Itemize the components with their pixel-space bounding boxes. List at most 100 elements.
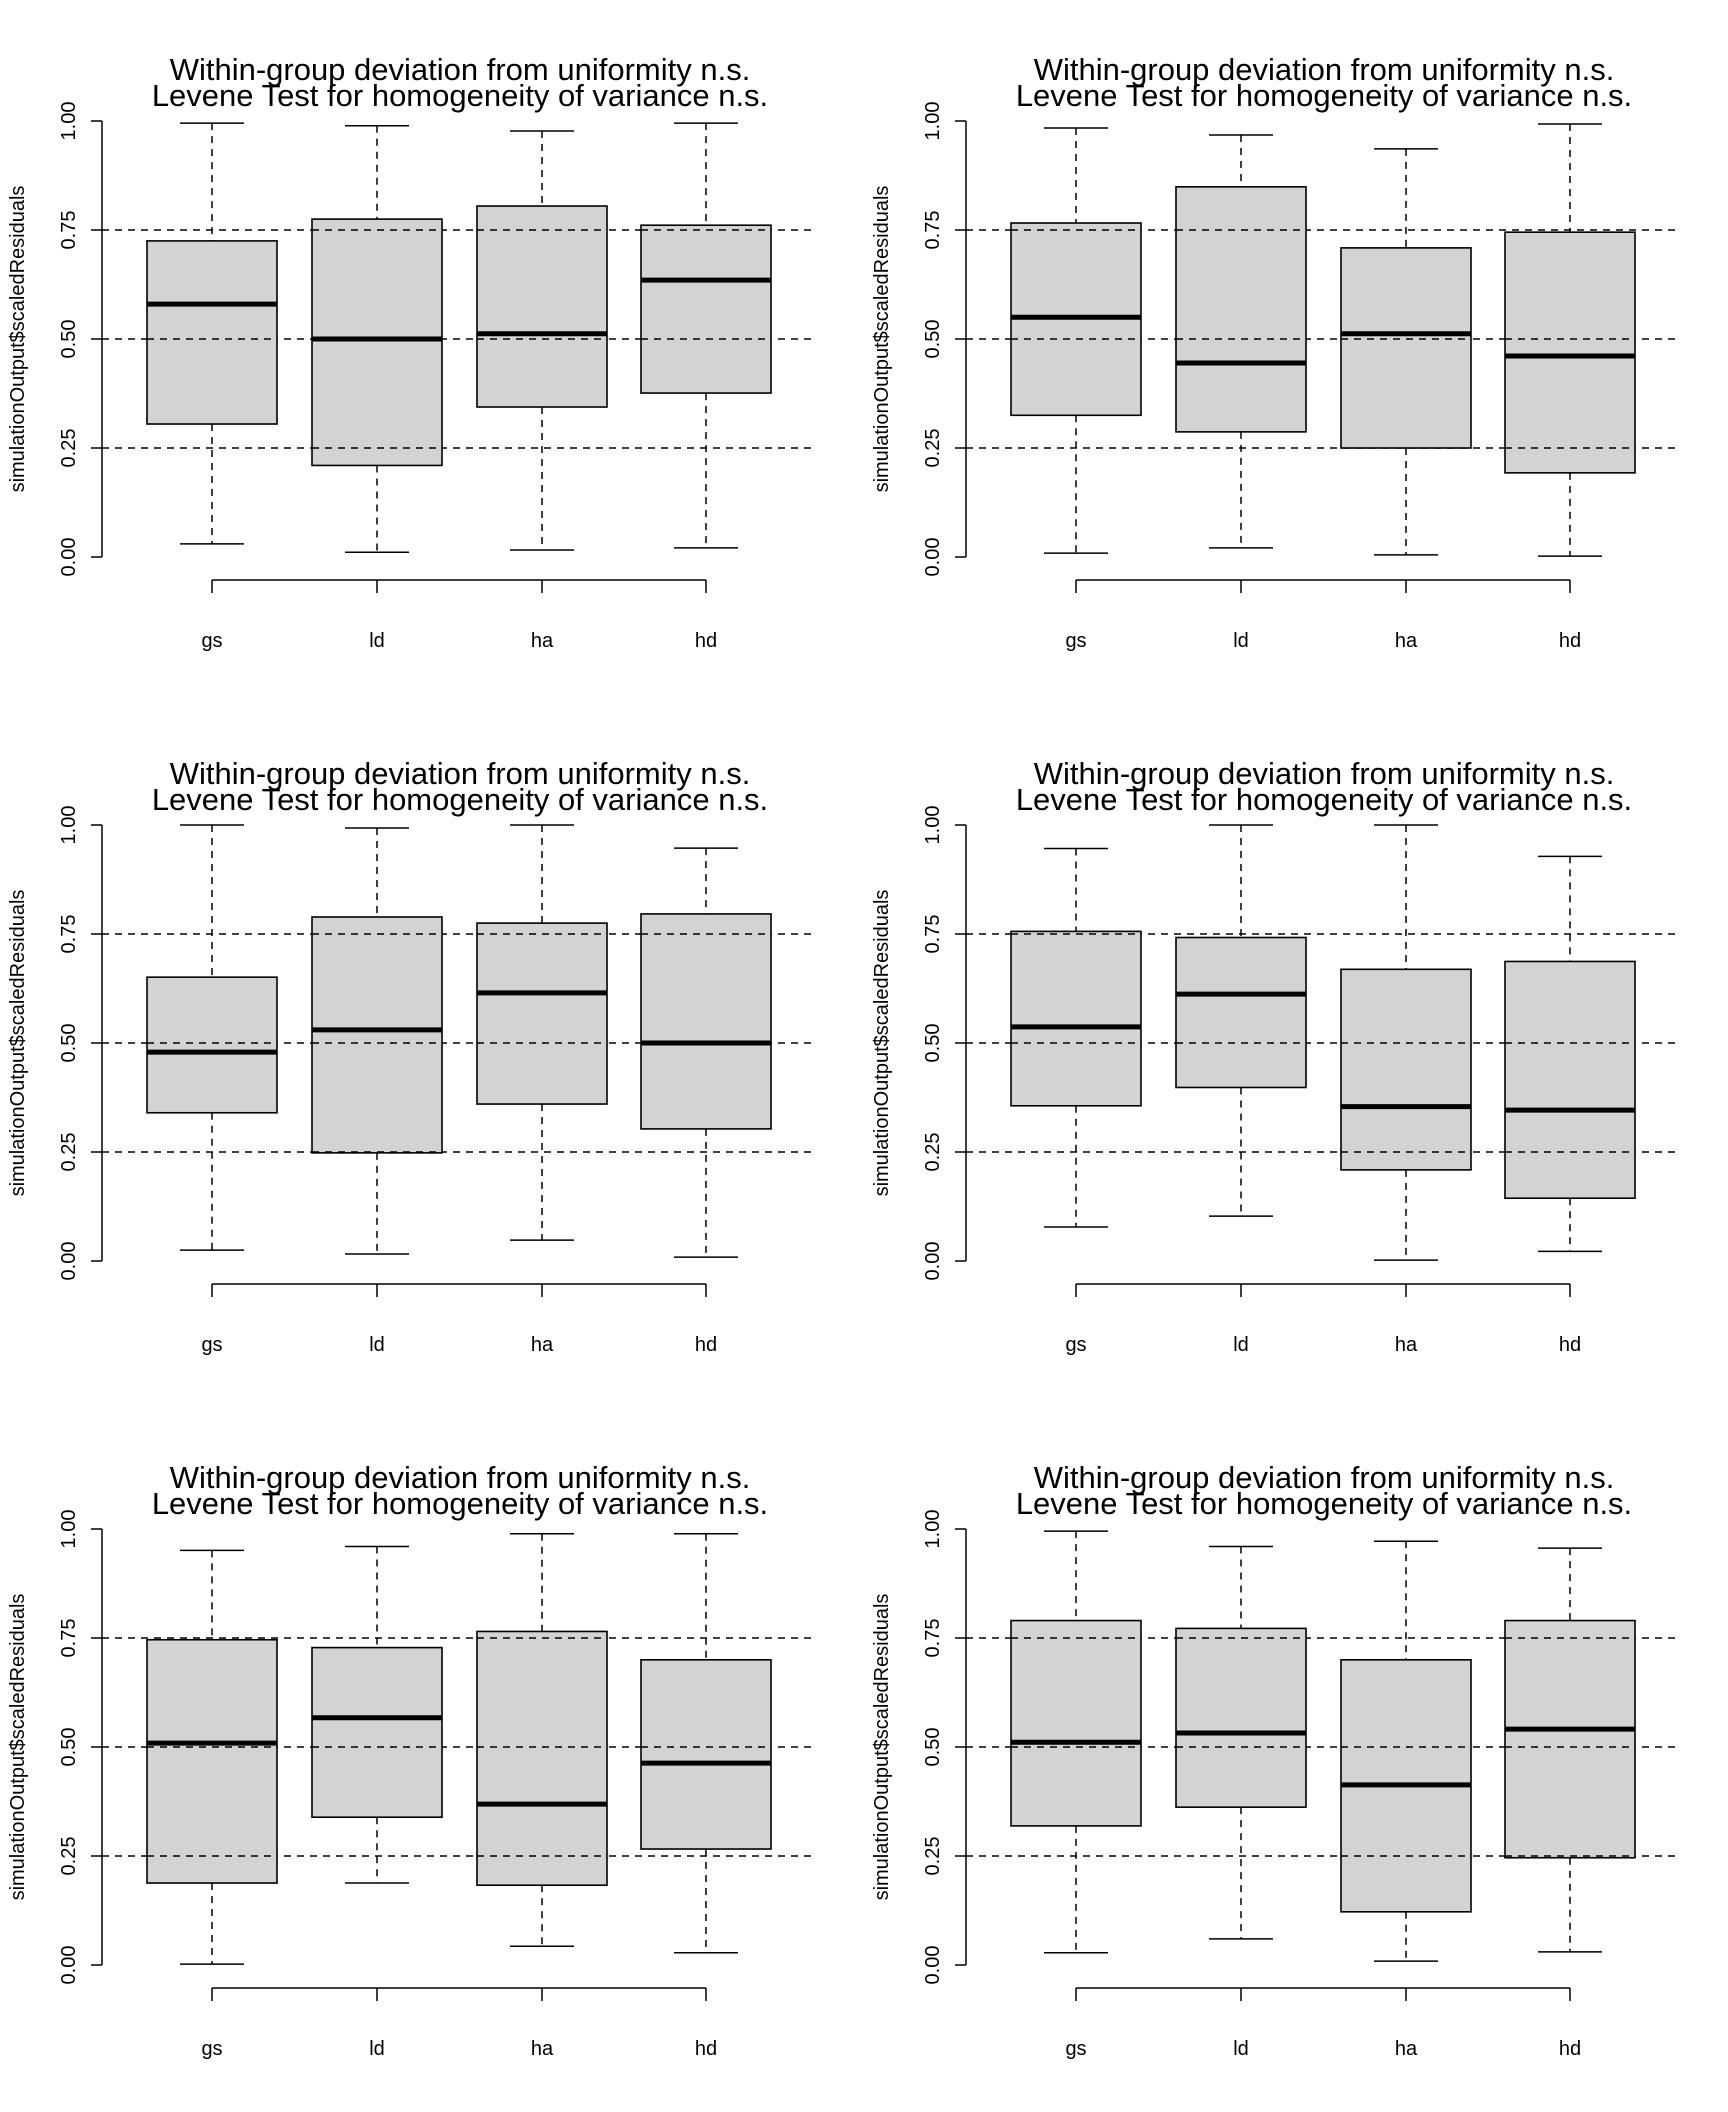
y-tick-label: 0.50 [922,1728,944,1767]
iqr-box [146,240,278,425]
chart-title-line-1: Within-group deviation from uniformity n… [170,52,751,87]
chart-title-line-1: Within-group deviation from uniformity n… [170,756,751,791]
box-ld [311,827,443,1255]
y-tick-label: 0.50 [58,1024,80,1063]
box-ld [1175,1545,1307,1940]
chart-title-line-2: Levene Test for homogeneity of variance … [152,1486,768,1521]
box-gs [1010,127,1142,554]
x-tick-label: ld [1233,630,1249,652]
chart-title-line-2: Levene Test for homogeneity of variance … [152,782,768,817]
chart-title-line-2: Levene Test for homogeneity of variance … [1016,78,1632,113]
boxplot-svg: Within-group deviation from uniformity n… [7,52,812,652]
y-tick-label: 0.00 [922,1946,944,1985]
box-ha [1340,824,1472,1261]
box-gs [146,824,278,1251]
y-tick-label: 1.00 [922,102,944,141]
x-tick-label: ha [531,1334,554,1356]
x-tick-label: gs [1065,1334,1086,1356]
y-axis-label: simulationOutput$scaledResiduals [871,890,893,1197]
y-tick-label: 0.25 [922,429,944,468]
box-ha [1340,148,1472,556]
iqr-box [640,913,772,1130]
y-tick-label: 0.25 [58,1133,80,1172]
iqr-box [1010,930,1142,1107]
box-ld [1175,134,1307,549]
iqr-box [1010,1619,1142,1827]
chart-title-line-1: Within-group deviation from uniformity n… [1034,1460,1615,1495]
box-ld [311,1545,443,1884]
iqr-box [1504,1619,1636,1859]
boxplot-panel-veg: Within-group deviation from uniformity n… [0,1408,864,2112]
box-hd [640,1533,772,1954]
y-tick-label: 1.00 [58,806,80,845]
y-tick-label: 0.75 [58,915,80,954]
box-ld [1175,824,1307,1217]
y-tick-label: 0.75 [922,915,944,954]
boxplot-svg: Within-group deviation from uniformity n… [871,52,1676,652]
x-tick-label: ha [531,2038,554,2060]
chart-title-line-2: Levene Test for homogeneity of variance … [1016,1486,1632,1521]
y-tick-label: 0.25 [922,1837,944,1876]
box-hd [1504,1547,1636,1953]
y-tick-label: 0.75 [58,211,80,250]
y-axis-label: simulationOutput$scaledResiduals [7,890,29,1197]
x-tick-label: ha [531,630,554,652]
boxplot-svg: Within-group deviation from uniformity n… [871,1460,1676,2060]
iqr-box [476,922,608,1105]
chart-title-line-2: Levene Test for homogeneity of variance … [152,78,768,113]
box-ld [311,125,443,553]
y-tick-label: 0.00 [58,538,80,577]
iqr-box [311,218,443,467]
box-ha [1340,1540,1472,1962]
x-tick-label: ld [1233,1334,1249,1356]
x-tick-label: ha [1395,2038,1418,2060]
iqr-box [1504,960,1636,1200]
x-tick-label: ld [1233,2038,1249,2060]
iqr-box [1504,231,1636,474]
x-tick-label: gs [201,1334,222,1356]
iqr-box [476,1630,608,1887]
x-tick-label: ld [369,1334,385,1356]
iqr-box [1175,1627,1307,1808]
x-tick-label: hd [695,2038,717,2060]
box-hd [640,847,772,1258]
y-tick-label: 0.50 [58,1728,80,1767]
box-ha [476,130,608,551]
chart-title-line-1: Within-group deviation from uniformity n… [170,1460,751,1495]
x-tick-label: gs [1065,2038,1086,2060]
iqr-box [1175,936,1307,1089]
y-tick-label: 1.00 [58,102,80,141]
iqr-box [640,1659,772,1850]
boxplot-panel-thoushr: Within-group deviation from uniformity n… [864,704,1728,1408]
iqr-box [1340,968,1472,1171]
y-tick-label: 0.75 [922,1619,944,1658]
x-tick-label: gs [1065,630,1086,652]
box-gs [146,122,278,545]
iqr-box [476,205,608,408]
x-tick-label: hd [695,1334,717,1356]
x-tick-label: ld [369,630,385,652]
y-tick-label: 0.50 [922,320,944,359]
boxplot-svg: Within-group deviation from uniformity n… [7,1460,812,2060]
y-tick-label: 0.50 [922,1024,944,1063]
y-tick-label: 0.25 [58,1837,80,1876]
box-hd [1504,855,1636,1253]
chart-title-line-1: Within-group deviation from uniformity n… [1034,52,1615,87]
box-gs [1010,1530,1142,1954]
y-tick-label: 0.00 [58,1946,80,1985]
y-axis-label: simulationOutput$scaledResiduals [871,186,893,493]
iqr-box [1175,186,1307,433]
y-axis-label: simulationOutput$scaledResiduals [871,1594,893,1901]
iqr-box [311,916,443,1154]
boxplot-panel-onehr: Within-group deviation from uniformity n… [0,0,864,704]
boxplot-panel-hundhr: Within-group deviation from uniformity n… [0,704,864,1408]
y-tick-label: 1.00 [58,1510,80,1549]
y-tick-label: 1.00 [922,1510,944,1549]
box-gs [1010,847,1142,1228]
y-axis-label: simulationOutput$scaledResiduals [7,186,29,493]
y-tick-label: 1.00 [922,806,944,845]
y-tick-label: 0.75 [922,211,944,250]
y-axis-label: simulationOutput$scaledResiduals [7,1594,29,1901]
y-tick-label: 0.50 [58,320,80,359]
